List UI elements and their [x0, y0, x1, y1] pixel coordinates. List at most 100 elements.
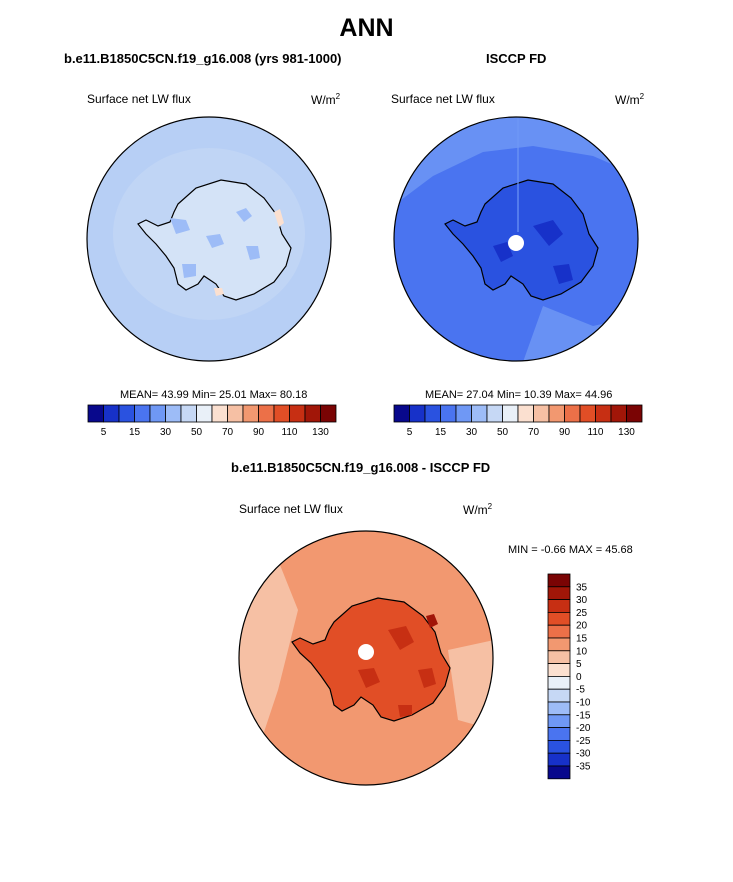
colorbar-tick-label: 130 — [618, 427, 635, 438]
colorbar-swatch — [547, 599, 571, 613]
colorbar-swatch — [180, 404, 197, 423]
colorbar-swatch — [258, 404, 275, 423]
map-field-patch — [206, 208, 260, 260]
colorbar-tick-label: -30 — [576, 749, 591, 760]
map-field-patch — [170, 218, 196, 278]
colorbar-swatch — [87, 404, 104, 423]
map-boundary — [238, 530, 494, 786]
panel-2-title: ISCCP FD — [486, 51, 547, 66]
panel-2-units: W/m2 — [615, 92, 645, 107]
colorbar-swatch — [533, 404, 550, 423]
model-polar-map — [86, 116, 332, 362]
colorbar-tick-label: 30 — [466, 427, 478, 438]
map-field-patch — [426, 614, 438, 628]
colorbar-swatch — [547, 612, 571, 626]
colorbar-swatch — [149, 404, 166, 423]
colorbar-swatch — [610, 404, 627, 423]
difference-polar-map — [238, 530, 494, 786]
colorbar-swatch — [547, 573, 571, 588]
colorbar-swatch — [471, 404, 488, 423]
panel-3-stats: MIN = -0.66 MAX = 45.68 — [508, 544, 633, 556]
colorbar-swatch — [486, 404, 503, 423]
colorbar-tick-label: 50 — [497, 427, 509, 438]
colorbar-swatch — [424, 404, 441, 423]
colorbar-tick-label: -20 — [576, 723, 591, 734]
map-field-patch — [493, 220, 573, 284]
colorbar-swatch — [517, 404, 534, 423]
panel-3-title: b.e11.B1850C5CN.f19_g16.008 - ISCCP FD — [231, 460, 491, 475]
colorbar-tick-label: 35 — [576, 582, 588, 593]
colorbar-swatch — [409, 404, 426, 423]
colorbar-swatch — [547, 637, 571, 652]
colorbar-tick-label: -5 — [576, 685, 585, 696]
figure-title: ANN — [339, 14, 394, 42]
colorbar-swatch — [320, 404, 337, 423]
colorbar-swatch — [455, 404, 472, 423]
colorbar-tick-label: 110 — [282, 427, 298, 438]
colorbar-swatch — [547, 701, 571, 716]
panel-2-stats: MEAN= 27.04 Min= 10.39 Max= 44.96 — [425, 389, 613, 401]
colorbar-tick-label: 25 — [576, 608, 588, 619]
colorbar-swatch — [211, 404, 228, 423]
colorbar-tick-label: -15 — [576, 710, 591, 721]
pole-hole — [508, 235, 524, 251]
map-field-patch — [517, 117, 519, 232]
colorbar-tick-label: -10 — [576, 698, 591, 709]
colorbar-swatch — [547, 714, 571, 729]
colorbar-swatch — [289, 404, 306, 423]
colorbar-tick-label: 5 — [576, 659, 582, 670]
colorbar-tick-label: 70 — [528, 427, 540, 438]
colorbar-swatch — [242, 404, 259, 423]
colorbar-swatch — [547, 586, 571, 601]
panel-3-variable: Surface net LW flux — [239, 502, 343, 516]
colorbar-swatch — [548, 404, 565, 423]
colorbar-tick-label: -25 — [576, 736, 591, 747]
colorbar-swatch — [547, 624, 571, 639]
colorbar-swatch — [502, 404, 519, 423]
colorbar-tick-label: 5 — [407, 427, 413, 438]
colorbar-tick-label: 90 — [253, 427, 265, 438]
colorbar-tick-label: 130 — [312, 427, 329, 438]
colorbar-tick-label: 0 — [576, 672, 582, 683]
panel-1-units: W/m2 — [311, 92, 341, 107]
panel-3-units: W/m2 — [463, 502, 493, 517]
colorbar-swatch — [165, 404, 182, 423]
panel-1-title: b.e11.B1850C5CN.f19_g16.008 (yrs 981-100… — [64, 51, 342, 66]
colorbar-swatch — [196, 404, 213, 423]
panel-2-variable: Surface net LW flux — [391, 92, 495, 106]
colorbar-tick-label: 50 — [191, 427, 203, 438]
colorbar-swatch — [547, 676, 571, 690]
colorbar-swatch — [547, 688, 571, 703]
colorbar-swatch — [547, 739, 571, 754]
map-field-patch — [394, 117, 638, 206]
pole-hole — [358, 644, 374, 660]
colorbar-swatch — [547, 663, 571, 677]
colorbar-swatch — [103, 404, 120, 423]
colorbar-swatch — [393, 404, 410, 423]
colorbar-swatch — [564, 404, 581, 423]
colorbar-tick-label: 30 — [160, 427, 172, 438]
colorbar-tick-label: 110 — [588, 427, 604, 438]
obs-polar-map — [393, 116, 639, 362]
colorbar-swatch — [595, 404, 612, 423]
colorbar-swatch — [227, 404, 244, 423]
colorbar-swatch — [118, 404, 135, 423]
map-boundary — [86, 116, 332, 362]
colorbar-swatch — [547, 727, 571, 741]
map-boundary — [393, 116, 639, 362]
colorbar-tick-label: 5 — [101, 427, 107, 438]
map-field-patch — [214, 209, 284, 296]
colorbar-swatch — [626, 404, 643, 423]
colorbar-tick-label: 20 — [576, 621, 588, 632]
colorbar-tick-label: 30 — [576, 595, 588, 606]
map-field-patch — [358, 626, 436, 717]
colorbar-tick-label: 90 — [559, 427, 571, 438]
colorbar-swatch — [547, 765, 571, 780]
obs-colorbar: 5 15 30 50 70 90 110 130 — [393, 404, 643, 438]
colorbar-swatch — [579, 404, 596, 423]
colorbar-swatch — [273, 404, 290, 423]
panel-1-variable: Surface net LW flux — [87, 92, 191, 106]
colorbar-tick-label: 15 — [576, 634, 588, 645]
colorbar-tick-label: 70 — [222, 427, 234, 438]
